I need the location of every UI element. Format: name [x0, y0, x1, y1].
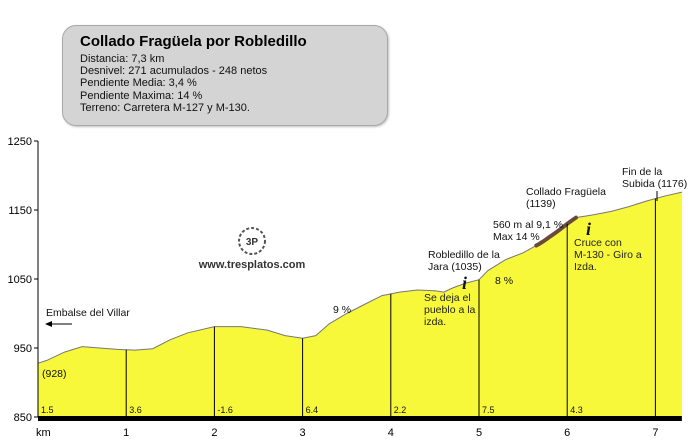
robledillo-label-line: Jara (1035) — [428, 261, 482, 273]
section-grade-label: 6.4 — [306, 405, 319, 415]
max-grade-line: Pendiente Maxima: 14 % — [80, 89, 203, 102]
elevation-fill — [38, 192, 682, 417]
pueblo-note-line: izda. — [424, 316, 446, 328]
y-tick-label: 850 — [14, 412, 32, 424]
grade-8-label: 8 % — [495, 275, 513, 287]
x-tick-label: 7 — [652, 427, 658, 439]
x-tick-label: 3 — [300, 427, 306, 439]
max-grade-label-line: Max 14 % — [493, 231, 540, 243]
info-marker-icon: i — [586, 219, 591, 239]
max-grade-label: 560 m al 9,1 % Max 14 % — [493, 219, 563, 243]
start-elevation-label: (928) — [42, 368, 67, 380]
elevation-gain-line: Desnivel: 271 acumulados - 248 netos — [80, 65, 268, 78]
info-marker-icon: i — [462, 273, 467, 293]
distance-line: Distancia: 7,3 km — [80, 53, 165, 65]
grade-9-label: 9 % — [333, 304, 351, 316]
cruce-note-line: Cruce con — [574, 237, 622, 249]
y-tick-label: 1150 — [8, 205, 32, 217]
cruce-note-line: M-130 - Giro a — [574, 249, 642, 261]
embalse-label: Embalse del Villar — [46, 307, 130, 319]
collado-label-line: Collado Fragüela — [526, 186, 606, 198]
y-tick-label: 1050 — [8, 274, 32, 286]
fin-label-line: Fin de la — [622, 166, 662, 178]
embalse-arrow-head — [45, 321, 52, 327]
annotations: (928) Embalse del Villar 9 % 8 % Robledillo … — [42, 166, 687, 380]
x-tick-label: 5 — [476, 427, 482, 439]
axes: 850 950 1050 1150 1250 km 1 2 3 4 5 6 7 — [8, 136, 682, 439]
x-tick-label: 1 — [123, 427, 129, 439]
pueblo-note: Se deja el pueblo a la izda. — [424, 292, 476, 328]
robledillo-label-line: Robledillo de la — [428, 249, 500, 261]
section-grade-label: 7.5 — [482, 405, 495, 415]
terrain-line: Terreno: Carretera M-127 y M-130. — [80, 101, 250, 114]
robledillo-label: Robledillo de la Jara (1035) — [428, 249, 500, 273]
section-grade-label: 2.2 — [394, 405, 407, 415]
steep-section — [534, 215, 578, 248]
x-axis-label: km — [36, 427, 51, 439]
y-tick-label: 1250 — [8, 136, 32, 148]
y-tick-label: 950 — [14, 343, 32, 355]
watermark-site: www.tresplatos.com — [198, 259, 306, 271]
watermark: 3P www.tresplatos.com — [198, 227, 306, 271]
collado-label: Collado Fragüela (1139) — [526, 186, 606, 210]
cruce-note: Cruce con M-130 - Giro a Izda. — [574, 237, 642, 273]
section-grade-label: 4.3 — [570, 405, 583, 415]
x-tick-label: 6 — [564, 427, 570, 439]
pueblo-note-line: pueblo a la — [424, 304, 476, 316]
route-info-box: Collado Fragüela por Robledillo Distanci… — [62, 25, 388, 126]
section-grade-label: 1.5 — [41, 405, 54, 415]
logo-text: 3P — [246, 237, 259, 248]
fin-label-line: Subida (1176) — [622, 178, 687, 190]
collado-label-line: (1139) — [526, 198, 556, 210]
section-grade-label: 3.6 — [129, 405, 142, 415]
x-tick-label: 2 — [211, 427, 217, 439]
cruce-note-line: Izda. — [574, 261, 597, 273]
pueblo-note-line: Se deja el — [424, 292, 471, 304]
x-tick-label: 4 — [388, 427, 394, 439]
section-grade-label: -1.6 — [217, 405, 233, 415]
route-title: Collado Fragüela por Robledillo — [80, 33, 307, 50]
fin-label: Fin de la Subida (1176) — [622, 166, 687, 190]
average-grade-line: Pendiente Media: 3,4 % — [80, 77, 197, 90]
max-grade-label-line: 560 m al 9,1 % — [493, 219, 563, 231]
logo-icon — [238, 227, 266, 255]
